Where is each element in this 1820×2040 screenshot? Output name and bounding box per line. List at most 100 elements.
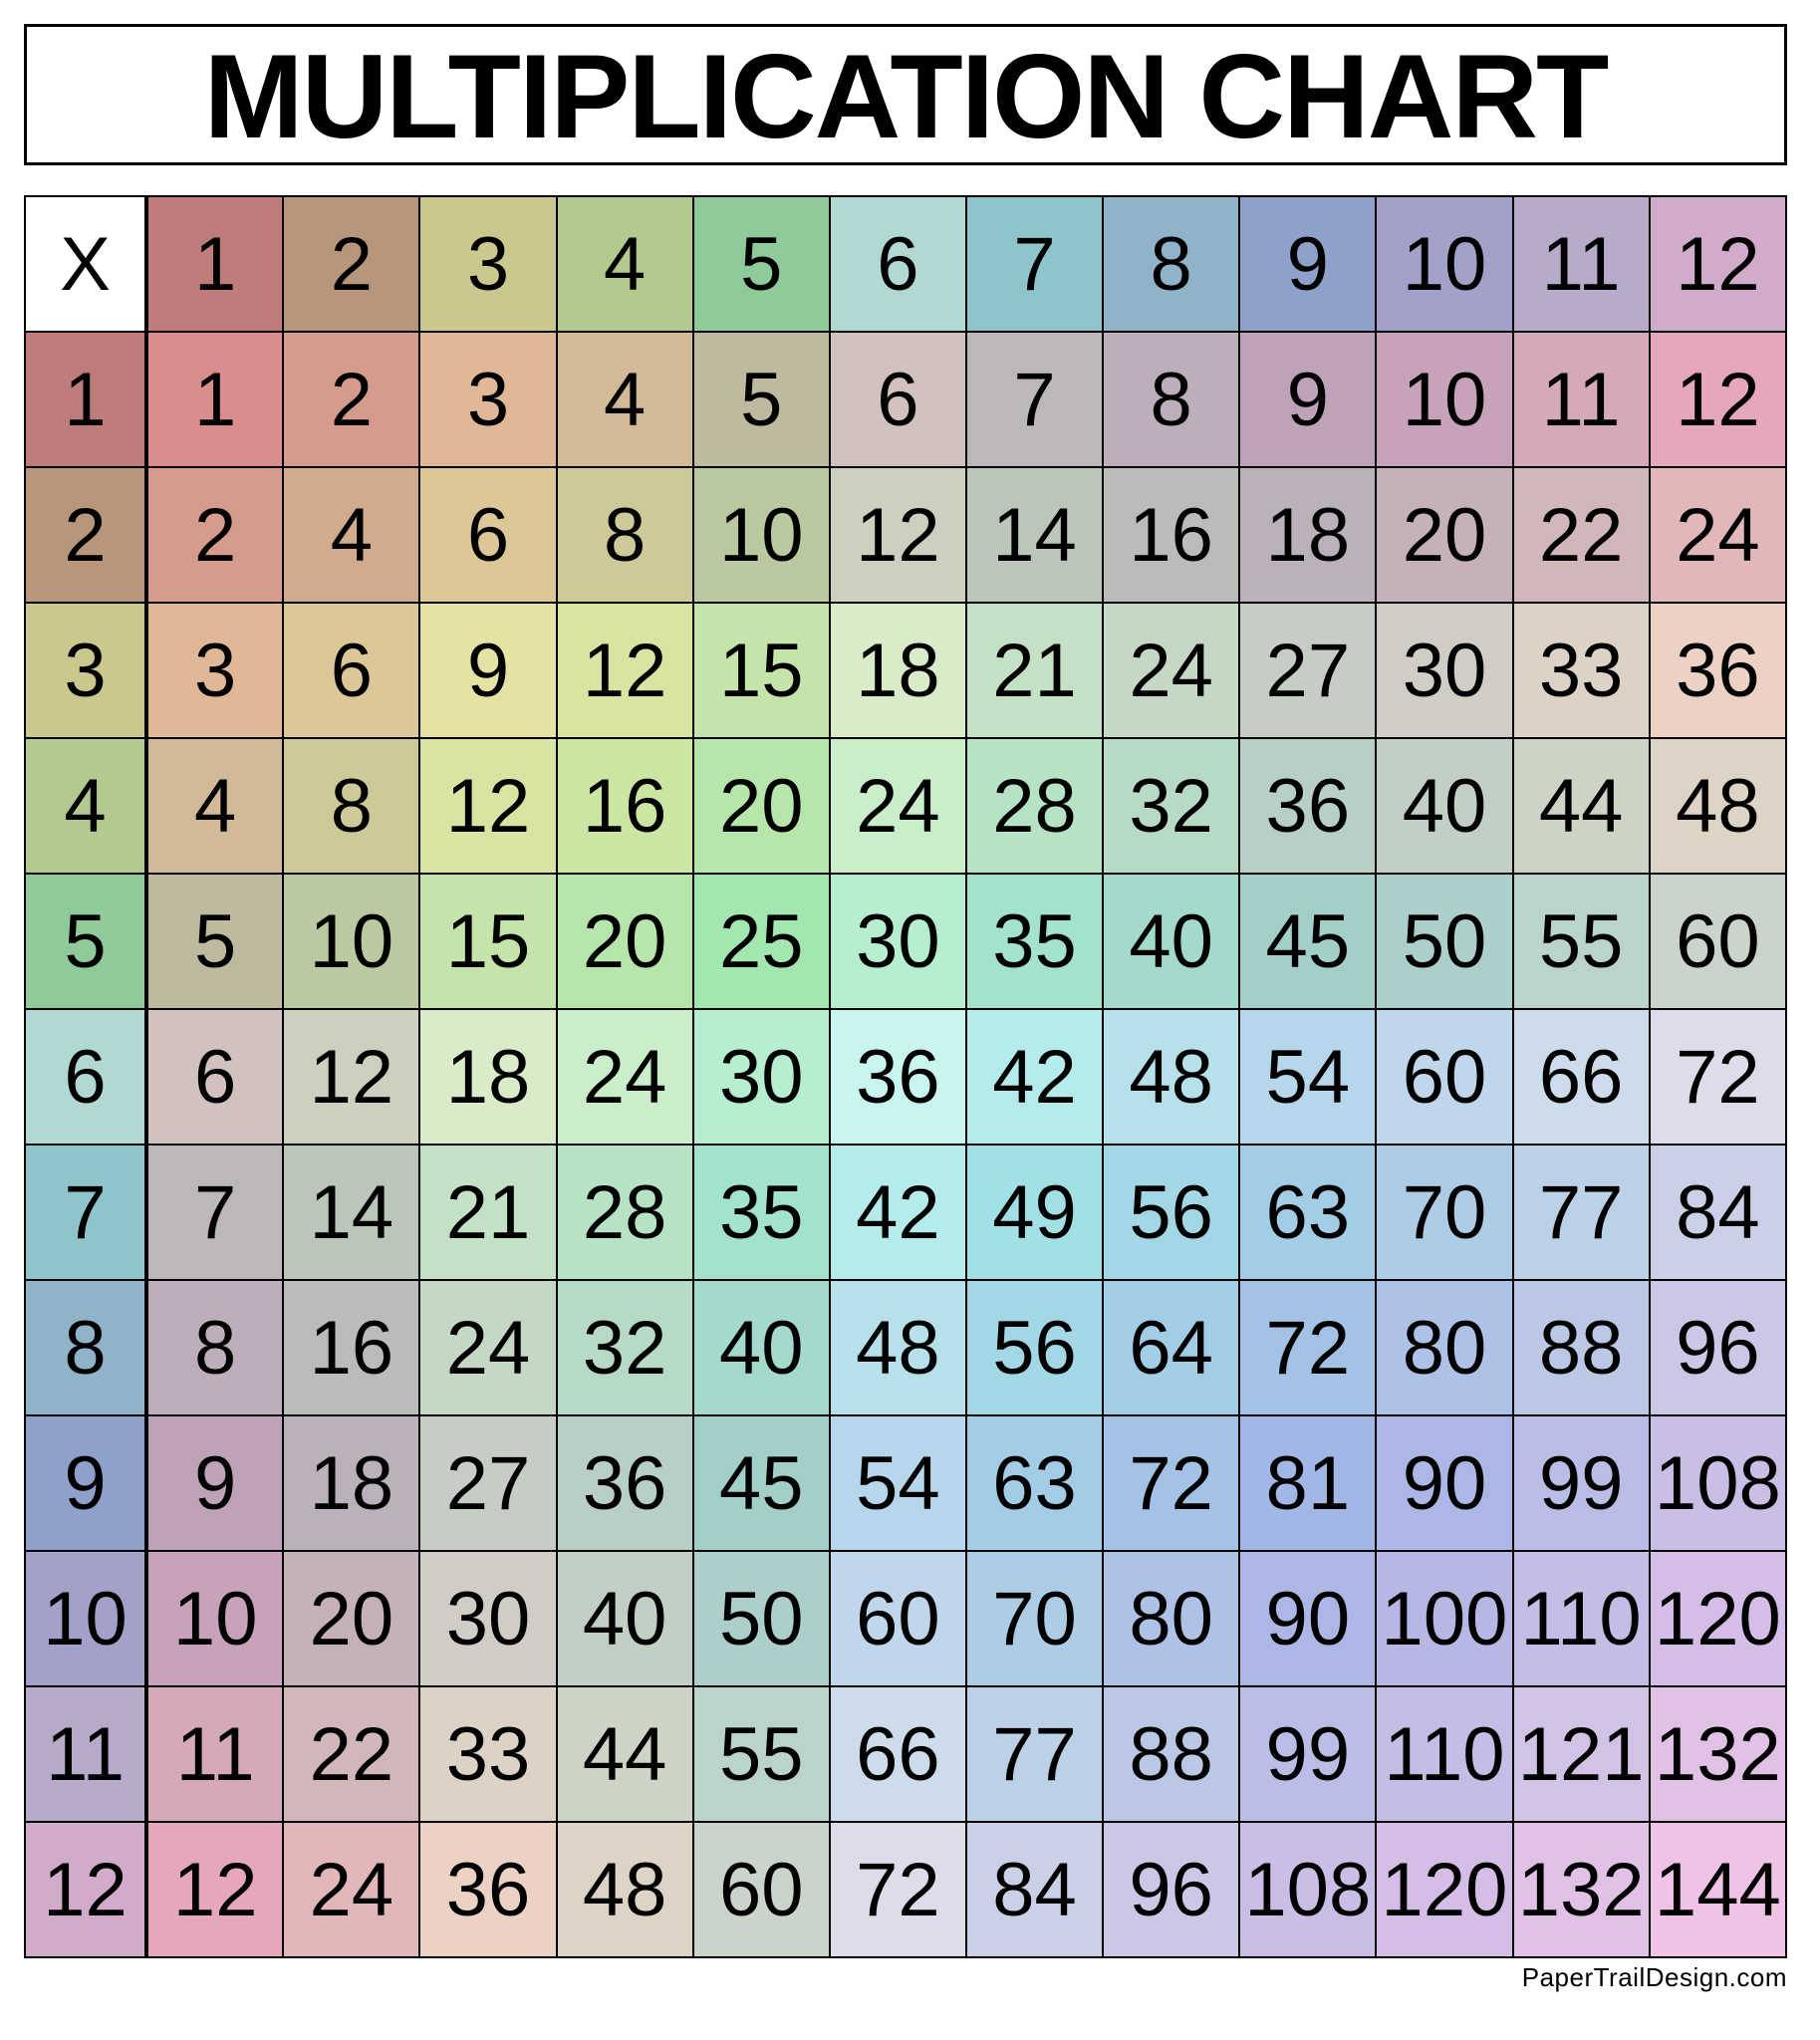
table-cell: 18 (419, 1009, 556, 1145)
table-cell: 70 (966, 1551, 1103, 1686)
table-cell: 5 (693, 332, 830, 467)
table-cell: 49 (966, 1145, 1103, 1280)
column-header: 9 (1239, 196, 1376, 332)
table-cell: 12 (557, 603, 693, 738)
attribution-footer: PaperTrailDesign.com (24, 1962, 1787, 1993)
table-cell: 12 (1650, 332, 1786, 467)
table-cell: 88 (1103, 1686, 1239, 1822)
column-header: 1 (146, 196, 283, 332)
table-cell: 72 (1650, 1009, 1786, 1145)
table-cell: 35 (693, 1145, 830, 1280)
table-cell: 77 (966, 1686, 1103, 1822)
table-cell: 16 (283, 1280, 419, 1415)
table-cell: 70 (1376, 1145, 1512, 1280)
row-header: 3 (25, 603, 146, 738)
table-cell: 12 (419, 738, 556, 874)
table-cell: 7 (966, 332, 1103, 467)
table-cell: 14 (283, 1145, 419, 1280)
table-cell: 120 (1650, 1551, 1786, 1686)
table-cell: 132 (1513, 1822, 1650, 1957)
table-cell: 6 (419, 467, 556, 603)
table-cell: 60 (1650, 874, 1786, 1009)
table-cell: 10 (283, 874, 419, 1009)
table-cell: 42 (830, 1145, 966, 1280)
table-cell: 50 (693, 1551, 830, 1686)
table-cell: 21 (966, 603, 1103, 738)
table-cell: 11 (1513, 332, 1650, 467)
table-cell: 88 (1513, 1280, 1650, 1415)
table-cell: 108 (1650, 1415, 1786, 1551)
table-cell: 99 (1239, 1686, 1376, 1822)
table-cell: 18 (830, 603, 966, 738)
table-cell: 8 (1103, 332, 1239, 467)
table-cell: 24 (830, 738, 966, 874)
row-header: 2 (25, 467, 146, 603)
row-header: 9 (25, 1415, 146, 1551)
table-cell: 3 (419, 332, 556, 467)
column-header: 5 (693, 196, 830, 332)
table-cell: 40 (693, 1280, 830, 1415)
table-cell: 7 (146, 1145, 283, 1280)
table-cell: 15 (693, 603, 830, 738)
table-cell: 84 (1650, 1145, 1786, 1280)
table-cell: 56 (966, 1280, 1103, 1415)
table-cell: 56 (1103, 1145, 1239, 1280)
table-cell: 11 (146, 1686, 283, 1822)
row-header: 6 (25, 1009, 146, 1145)
table-cell: 24 (557, 1009, 693, 1145)
row-header: 8 (25, 1280, 146, 1415)
column-header: 3 (419, 196, 556, 332)
table-cell: 24 (419, 1280, 556, 1415)
table-cell: 48 (557, 1822, 693, 1957)
table-cell: 10 (1376, 332, 1512, 467)
table-cell: 36 (830, 1009, 966, 1145)
table-cell: 77 (1513, 1145, 1650, 1280)
row-header: 7 (25, 1145, 146, 1280)
table-cell: 42 (966, 1009, 1103, 1145)
table-cell: 90 (1239, 1551, 1376, 1686)
table-cell: 60 (830, 1551, 966, 1686)
table-cell: 36 (1239, 738, 1376, 874)
table-cell: 6 (146, 1009, 283, 1145)
table-cell: 72 (1103, 1415, 1239, 1551)
table-cell: 63 (966, 1415, 1103, 1551)
table-cell: 16 (557, 738, 693, 874)
table-cell: 10 (693, 467, 830, 603)
table-cell: 5 (146, 874, 283, 1009)
table-cell: 12 (283, 1009, 419, 1145)
table-cell: 60 (1376, 1009, 1512, 1145)
table-cell: 144 (1650, 1822, 1786, 1957)
multiplication-table: X123456789101112112345678910111222468101… (24, 195, 1787, 1958)
table-cell: 6 (283, 603, 419, 738)
table-cell: 2 (146, 467, 283, 603)
table-cell: 8 (146, 1280, 283, 1415)
table-cell: 55 (1513, 874, 1650, 1009)
table-cell: 21 (419, 1145, 556, 1280)
table-cell: 9 (1239, 332, 1376, 467)
table-cell: 36 (557, 1415, 693, 1551)
table-cell: 14 (966, 467, 1103, 603)
table-cell: 30 (419, 1551, 556, 1686)
column-header: 2 (283, 196, 419, 332)
table-cell: 36 (419, 1822, 556, 1957)
table-cell: 40 (557, 1551, 693, 1686)
table-cell: 27 (1239, 603, 1376, 738)
table-cell: 54 (1239, 1009, 1376, 1145)
table-cell: 99 (1513, 1415, 1650, 1551)
table-cell: 8 (557, 467, 693, 603)
table-cell: 24 (1650, 467, 1786, 603)
table-cell: 32 (557, 1280, 693, 1415)
row-header: 1 (25, 332, 146, 467)
table-cell: 66 (1513, 1009, 1650, 1145)
table-cell: 10 (146, 1551, 283, 1686)
table-cell: 12 (146, 1822, 283, 1957)
table-cell: 33 (419, 1686, 556, 1822)
table-cell: 20 (283, 1551, 419, 1686)
table-cell: 20 (693, 738, 830, 874)
table-cell: 81 (1239, 1415, 1376, 1551)
table-cell: 64 (1103, 1280, 1239, 1415)
table-cell: 6 (830, 332, 966, 467)
table-cell: 20 (557, 874, 693, 1009)
table-cell: 27 (419, 1415, 556, 1551)
table-cell: 25 (693, 874, 830, 1009)
